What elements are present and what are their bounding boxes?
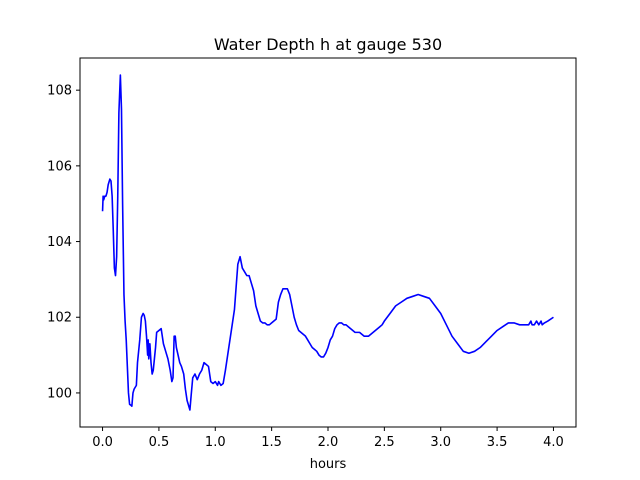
x-tick-label: 1.0 [205,435,226,450]
series-line-0 [101,74,554,411]
y-tick-label: 102 [47,311,72,326]
x-tick-label: 2.0 [318,435,339,450]
x-tick-label: 0.0 [92,435,113,450]
x-tick-label: 4.0 [543,435,564,450]
x-tick-label: 3.5 [487,435,508,450]
x-tick-label: 3.0 [430,435,451,450]
plot-area: 0.0 0.5 1.0 1.5 2.0 2.5 3.0 3.5 4.0 100 102 104 106 1… [47,57,577,450]
x-tick-label: 1.5 [261,435,282,450]
y-tick-label: 104 [47,235,72,250]
x-axis-label: hours [310,457,347,472]
y-tick-label: 108 [47,84,72,99]
x-tick-label: 0.5 [149,435,170,450]
chart-title: Water Depth h at gauge 530 [214,35,442,54]
y-tick-label: 100 [47,386,72,401]
x-tick-label: 2.5 [374,435,395,450]
y-tick-label: 106 [47,159,72,174]
